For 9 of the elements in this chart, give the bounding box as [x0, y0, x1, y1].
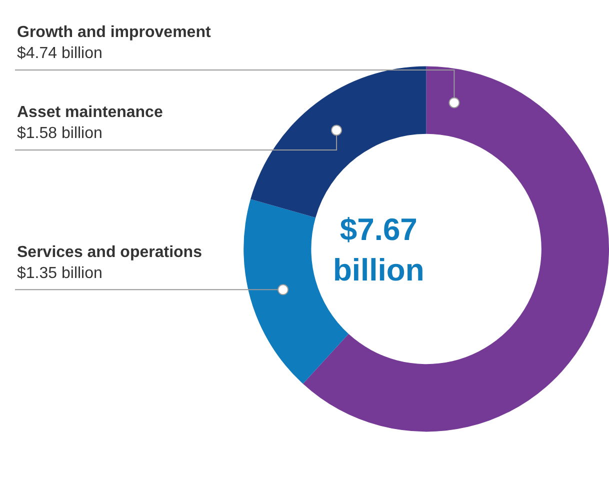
slice-label: Services and operations — [17, 244, 202, 261]
text: $7.67 billion — [333, 212, 424, 288]
data-label: $1.35 billion — [17, 264, 102, 282]
data-label: $1.58 billion — [17, 124, 102, 142]
donut-slice — [250, 66, 426, 218]
data-label: $4.74 billion — [17, 44, 102, 62]
donut-slice — [302, 66, 609, 432]
slice-label: Asset maintenance — [17, 104, 163, 121]
slice-label: Growth and improvement — [17, 24, 212, 41]
